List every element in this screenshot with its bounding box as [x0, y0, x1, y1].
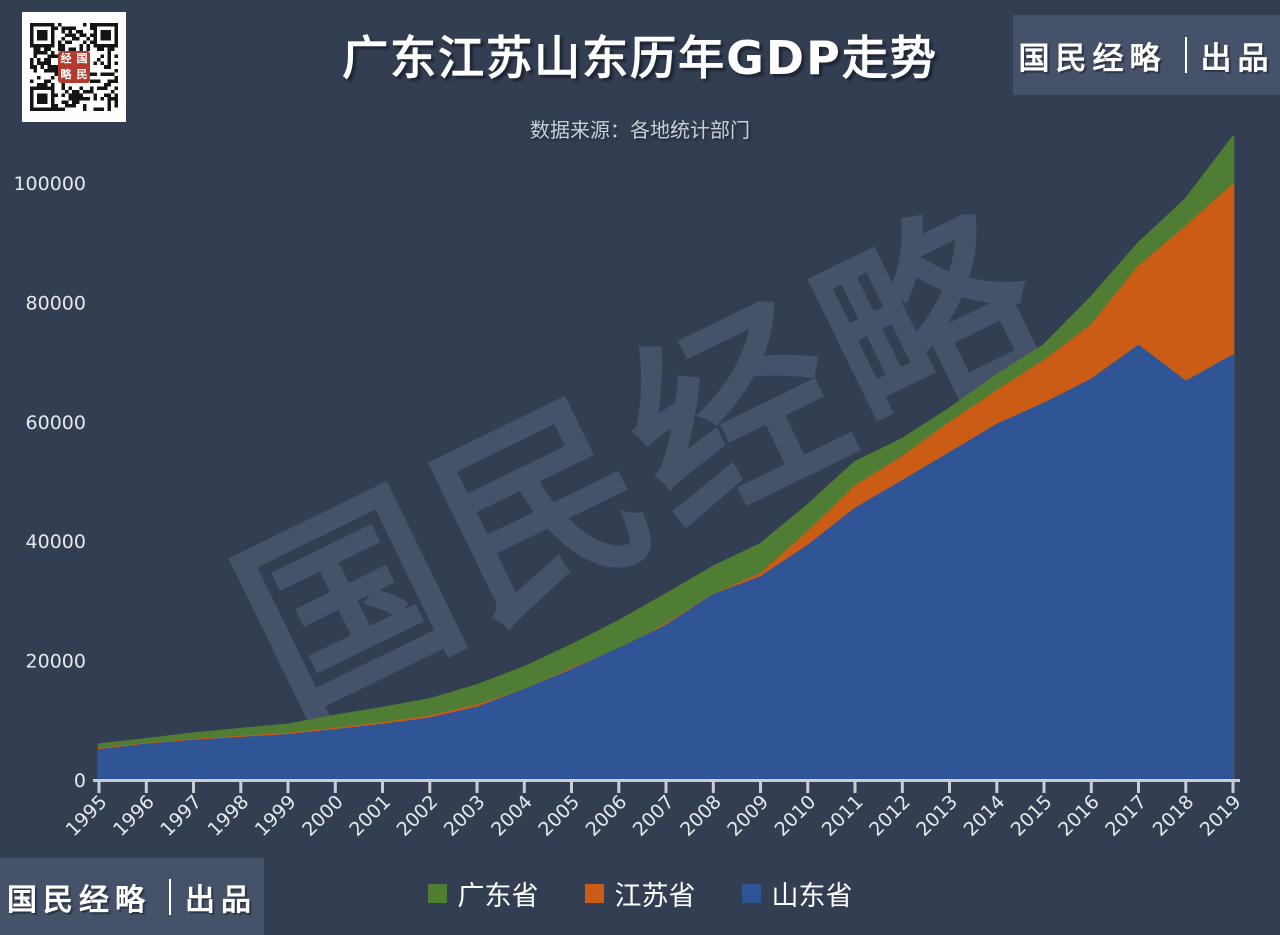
x-axis-tick	[806, 782, 810, 793]
x-axis-tick	[900, 782, 904, 793]
x-axis-tick	[617, 782, 621, 793]
legend-label-guangdong: 广东省	[457, 881, 539, 912]
x-axis-tick	[522, 782, 526, 793]
legend-item-shandong: 山东省	[741, 874, 853, 913]
badge-divider	[169, 878, 171, 915]
x-tick-label: 2006	[582, 791, 632, 841]
y-tick-label: 20000	[26, 651, 86, 673]
x-tick-label: 1999	[251, 791, 301, 841]
x-tick-label: 2011	[818, 791, 868, 841]
x-tick-label: 1997	[156, 791, 206, 841]
legend-label-shandong: 山东省	[771, 881, 853, 912]
x-tick-label: 2009	[723, 791, 773, 841]
brand-name: 国民经略	[7, 883, 151, 917]
x-axis-line	[93, 779, 1240, 782]
x-axis-tick	[428, 782, 432, 793]
x-axis-tick	[475, 782, 479, 793]
x-tick-label: 2002	[393, 791, 443, 841]
legend-swatch-guangdong	[427, 884, 447, 903]
x-tick-label: 2016	[1054, 791, 1104, 841]
x-tick-label: 1996	[109, 791, 159, 841]
qr-seal-char: 国	[76, 52, 88, 65]
x-axis-tick	[711, 782, 715, 793]
x-axis-tick	[664, 782, 668, 793]
x-tick-label: 2007	[629, 791, 679, 841]
y-tick-label: 100000	[13, 173, 86, 195]
area-山东省	[97, 344, 1235, 782]
brand-product-label: 出品	[1200, 40, 1275, 76]
x-axis-tick	[853, 782, 857, 793]
x-axis-tick	[995, 782, 999, 793]
x-tick-label: 1995	[62, 791, 112, 841]
x-tick-label: 2010	[771, 791, 821, 841]
x-tick-label: 2018	[1149, 791, 1199, 841]
qr-seal-char: 经	[60, 52, 72, 65]
x-axis-tick	[948, 782, 951, 793]
x-axis-tick-labels: 1995199619971998199920002001200220032004…	[62, 791, 1246, 841]
x-axis-tick	[381, 782, 384, 793]
y-axis-tick-labels: 0 20000 40000 60000 80000 100000	[13, 173, 86, 792]
legend-item-guangdong: 广东省	[427, 874, 539, 913]
page-title: 广东江苏山东历年GDP走势	[342, 31, 938, 85]
brand-name: 国民经略	[1018, 40, 1167, 76]
x-axis-tick	[333, 782, 337, 793]
legend-swatch-jiangsu	[584, 884, 604, 903]
x-tick-label: 2004	[487, 791, 537, 841]
x-tick-label: 1998	[204, 791, 254, 841]
x-axis-tick	[97, 782, 101, 793]
legend-item-jiangsu: 江苏省	[584, 874, 696, 913]
qr-seal-char: 略	[60, 68, 72, 81]
qr-seal-char: 民	[76, 68, 88, 81]
x-tick-label: 2008	[676, 791, 726, 841]
y-tick-label: 80000	[26, 292, 86, 314]
x-axis-tick	[1042, 782, 1046, 793]
x-tick-label: 2003	[440, 791, 490, 841]
brand-badge-bottom-left: 国民经略 出品	[0, 858, 264, 935]
y-tick-label: 40000	[26, 531, 86, 553]
x-tick-label: 2017	[1101, 791, 1151, 841]
x-tick-label: 2000	[298, 791, 348, 841]
qr-code: 经 国 略 民	[22, 12, 126, 122]
x-axis-tick	[144, 782, 148, 793]
x-tick-label: 2019	[1196, 791, 1246, 841]
x-axis-tick	[570, 782, 573, 793]
y-tick-label: 60000	[26, 412, 86, 434]
brand-product-label: 出品	[185, 883, 257, 917]
x-tick-label: 2015	[1007, 791, 1057, 841]
legend-label-jiangsu: 江苏省	[614, 881, 696, 912]
chart-areas	[97, 135, 1235, 782]
data-source-note: 数据来源：各地统计部门	[530, 118, 750, 142]
x-tick-label: 2005	[534, 791, 584, 841]
x-axis-tick	[1184, 782, 1188, 793]
x-axis-tick	[192, 782, 195, 793]
x-axis-tick	[1089, 782, 1093, 793]
qr-center-seal: 经 国 略 民	[58, 51, 90, 83]
x-axis-tick	[1231, 782, 1235, 793]
x-axis-tick	[239, 782, 243, 793]
x-axis	[93, 779, 1240, 793]
badge-divider	[1184, 37, 1187, 73]
x-tick-label: 2014	[960, 791, 1010, 841]
x-axis-tick	[1137, 782, 1140, 793]
legend-swatch-shandong	[741, 884, 761, 903]
chart-legend: 广东省 江苏省 山东省	[0, 874, 1280, 913]
x-tick-label: 2012	[865, 791, 915, 841]
brand-badge-top-right: 国民经略 出品	[1013, 15, 1280, 95]
x-axis-tick	[286, 782, 290, 793]
y-tick-label: 0	[74, 770, 86, 792]
x-tick-label: 2001	[345, 791, 395, 841]
x-tick-label: 2013	[912, 791, 962, 841]
x-axis-tick	[759, 782, 762, 793]
